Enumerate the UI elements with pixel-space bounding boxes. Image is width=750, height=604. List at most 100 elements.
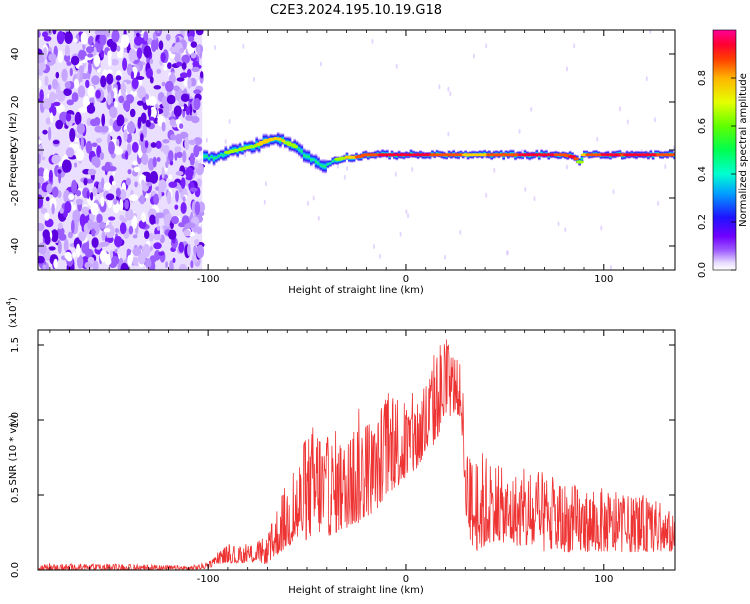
ridge-band	[298, 142, 301, 157]
faint-speckle	[649, 30, 652, 34]
noise-blob	[71, 219, 75, 234]
faint-speckle	[565, 164, 568, 170]
ridge-core	[411, 153, 417, 157]
noise-blob	[134, 36, 143, 46]
noise-blob	[193, 144, 200, 158]
noise-blob	[191, 66, 200, 72]
ridge-band	[203, 149, 206, 164]
noise-blob	[195, 160, 199, 170]
faint-speckle	[205, 137, 208, 143]
noise-blob	[191, 110, 198, 118]
noise-blob	[87, 219, 94, 230]
snr-ytick-label: 0.0	[10, 562, 21, 578]
noise-blob	[56, 30, 65, 45]
noise-blob	[111, 180, 116, 186]
noise-blob	[144, 140, 149, 149]
noise-blob	[160, 52, 166, 63]
faint-speckle	[573, 43, 576, 49]
ridge-core	[233, 148, 239, 153]
spectrogram-ytick-label: 0	[10, 147, 21, 153]
noise-blob	[168, 174, 173, 180]
noise-blob	[107, 125, 113, 133]
snr-panel: -100 0 100 0.0 0.5 1.0 1.5 Height of straight …	[5, 297, 676, 596]
noise-blob	[165, 80, 174, 92]
ridge-band	[312, 154, 316, 165]
noise-blob	[100, 196, 105, 207]
noise-blob	[42, 264, 46, 270]
noise-blob	[96, 213, 103, 224]
faint-speckle	[320, 61, 322, 67]
noise-blob	[72, 251, 76, 258]
noise-blob	[38, 153, 41, 165]
noise-blob	[87, 85, 95, 98]
noise-blob	[74, 162, 78, 168]
faint-speckle	[265, 181, 267, 187]
faint-speckle	[493, 167, 496, 173]
noise-blob	[76, 243, 81, 258]
noise-blob	[38, 30, 41, 38]
snr-xlabel: Height of straight line (km)	[288, 585, 424, 596]
noise-blob	[190, 260, 194, 269]
noise-blob	[138, 220, 147, 229]
noise-blob	[193, 89, 202, 95]
noise-blob	[133, 166, 141, 173]
noise-blob	[115, 187, 121, 197]
noise-blob	[75, 190, 82, 197]
noise-blob	[99, 32, 107, 46]
ridge-band	[333, 155, 337, 165]
noise-blob	[156, 30, 161, 34]
faint-speckle	[373, 244, 375, 249]
colorbar-tick-label: 0.4	[697, 166, 708, 182]
faint-speckle	[645, 76, 648, 82]
noise-blob	[141, 179, 145, 186]
faint-speckle	[394, 171, 397, 177]
noise-blob	[64, 201, 72, 214]
noise-blob	[38, 242, 47, 255]
noise-blob	[166, 94, 176, 105]
noise-blob	[69, 67, 73, 77]
noise-blob	[44, 234, 51, 246]
noise-blob	[59, 208, 64, 214]
snr-frame	[37, 329, 676, 571]
faint-speckle	[214, 45, 217, 51]
noise-blob	[47, 84, 52, 90]
noise-blob	[107, 93, 112, 106]
noise-blob	[91, 75, 100, 86]
ridge-band	[521, 152, 524, 160]
noise-blob	[110, 58, 119, 66]
noise-blob	[146, 68, 153, 79]
ridge-core	[585, 153, 591, 157]
noise-blob	[86, 104, 96, 114]
colorbar-ticks: 0.0 0.2 0.4 0.6 0.8	[697, 70, 736, 278]
noise-blob	[76, 123, 85, 135]
noise-blob	[90, 192, 94, 201]
noise-blob	[191, 156, 195, 166]
ridge-band	[241, 145, 244, 156]
spectrogram-ytick-label: 40	[10, 48, 21, 61]
noise-blob	[119, 222, 127, 235]
noise-blob	[64, 44, 70, 57]
noise-blob	[194, 201, 201, 216]
noise-region	[38, 30, 675, 270]
noise-blob	[124, 150, 129, 160]
noise-blob	[190, 187, 198, 192]
noise-blob	[116, 138, 120, 147]
noise-blob	[145, 119, 151, 128]
noise-blob	[155, 140, 162, 149]
ridge-core	[486, 153, 492, 157]
faint-speckle	[530, 106, 533, 112]
noise-blob	[132, 247, 142, 257]
ridge-core	[292, 145, 299, 149]
noise-blob	[140, 112, 147, 124]
faint-speckle	[228, 119, 231, 124]
noise-blob	[114, 101, 118, 108]
noise-blob	[86, 46, 94, 54]
noise-blob	[143, 30, 149, 42]
ridge-core	[533, 153, 540, 157]
spectrogram-xtick-label: 0	[403, 274, 409, 285]
noise-blob	[87, 168, 97, 176]
ridge-band	[319, 159, 323, 172]
noise-blob	[158, 188, 162, 200]
ridge-band	[215, 152, 218, 163]
